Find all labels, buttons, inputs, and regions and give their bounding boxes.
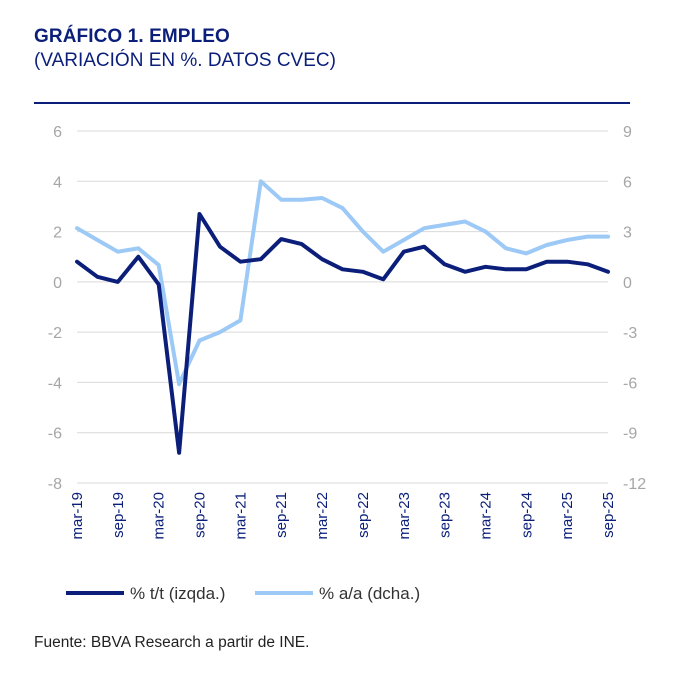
y-right-tick-label: 6: [623, 174, 632, 191]
x-tick-label: sep-19: [110, 492, 127, 538]
y-left-tick-label: 6: [53, 124, 62, 141]
x-tick-label: sep-23: [437, 492, 454, 538]
x-tick-label: mar-24: [477, 492, 494, 540]
x-tick-label: mar-21: [232, 492, 249, 540]
y-left-tick-label: -6: [48, 426, 62, 443]
x-tick-label: sep-25: [600, 492, 617, 538]
y-right-tick-label: -3: [623, 325, 637, 342]
chart-subtitle: (VARIACIÓN EN %. DATOS CVEC): [34, 50, 336, 71]
series-line-qq: [75, 212, 610, 455]
y-right-tick-label: 9: [623, 124, 632, 141]
x-tick-label: sep-20: [192, 492, 209, 538]
y-left-tick-label: -4: [48, 375, 62, 392]
y-left-tick-label: -2: [48, 325, 62, 342]
x-tick-label: sep-21: [273, 492, 290, 538]
y-left-tick-label: -8: [48, 476, 62, 493]
x-tick-label: mar-22: [314, 492, 331, 540]
legend-label-yy: % a/a (dcha.): [319, 584, 420, 603]
y-right-tick-label: 3: [623, 225, 632, 242]
x-tick-label: mar-25: [559, 492, 576, 540]
x-tick-label: sep-22: [355, 492, 372, 538]
employment-chart: 6 9 4 6 2 3 0 0 -2 -3 -4 -6 -6 -9 -8 -12 mar-19 sep-19 mar…: [48, 124, 646, 603]
y-right-tick-label: -6: [623, 375, 637, 392]
x-tick-label: mar-19: [69, 492, 86, 540]
x-tick-label: mar-20: [151, 492, 168, 540]
chart-title: GRÁFICO 1. EMPLEO: [34, 26, 230, 47]
y-right-tick-label: 0: [623, 275, 632, 292]
legend-label-qq: % t/t (izqda.): [130, 584, 225, 603]
y-right-tick-label: -12: [623, 476, 646, 493]
y-left-tick-label: 2: [53, 225, 62, 242]
series-line-yy: [75, 179, 610, 387]
title-divider: [34, 102, 630, 104]
x-tick-label: mar-23: [396, 492, 413, 540]
x-tick-label: sep-24: [518, 492, 535, 538]
source-note: Fuente: BBVA Research a partir de INE.: [34, 634, 310, 651]
y-left-tick-label: 0: [53, 275, 62, 292]
y-left-tick-label: 4: [53, 174, 62, 191]
y-right-tick-label: -9: [623, 426, 637, 443]
